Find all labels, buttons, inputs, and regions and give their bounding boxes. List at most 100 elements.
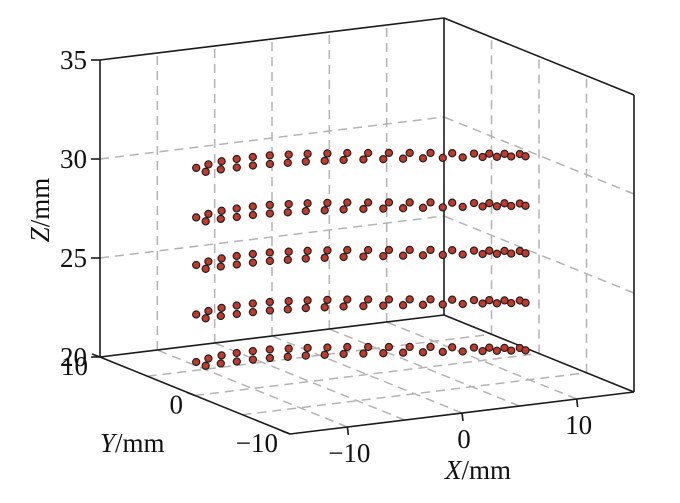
data-point	[359, 349, 368, 358]
data-point	[398, 154, 408, 163]
data-point	[379, 204, 388, 213]
data-point	[363, 342, 373, 352]
data-point	[232, 212, 241, 222]
data-point	[478, 346, 487, 356]
data-point	[301, 303, 310, 313]
data-point	[301, 157, 310, 166]
data-point	[343, 342, 352, 352]
data-point	[343, 295, 352, 304]
y-axis-tick	[281, 430, 291, 435]
data-point	[232, 251, 241, 261]
data-point	[507, 152, 516, 161]
data-point	[204, 306, 213, 316]
grid-line-floor-x	[329, 328, 520, 407]
grid-line-backwall-z	[99, 116, 445, 160]
data-point	[469, 295, 479, 305]
data-point	[232, 301, 241, 310]
data-point	[265, 353, 275, 363]
data-point	[265, 159, 275, 169]
data-point	[492, 299, 502, 308]
data-point	[426, 198, 435, 207]
data-point	[248, 202, 257, 211]
data-point	[521, 249, 530, 258]
data-point	[192, 163, 201, 173]
data-point	[438, 250, 447, 260]
data-point	[438, 300, 447, 309]
data-point	[284, 247, 293, 256]
data-point	[363, 295, 373, 304]
data-point	[500, 296, 509, 305]
z-tick-label: 30	[60, 144, 87, 174]
data-point	[438, 203, 447, 212]
data-point	[500, 199, 509, 208]
data-point	[343, 245, 352, 255]
data-point	[201, 314, 210, 323]
data-point	[359, 204, 368, 214]
data-point	[284, 150, 293, 159]
z-tick-label: 25	[60, 243, 87, 273]
data-point	[248, 299, 257, 308]
data-point	[458, 202, 467, 212]
data-point	[248, 161, 258, 170]
data-point	[303, 149, 312, 158]
data-point	[248, 355, 258, 364]
data-point	[492, 249, 502, 258]
data-point	[303, 296, 312, 305]
data-point	[469, 343, 479, 352]
data-point	[323, 246, 332, 255]
data-point	[379, 154, 388, 164]
x-tick-label: 10	[565, 410, 592, 440]
data-point	[201, 264, 210, 273]
data-point	[265, 297, 274, 307]
data-point	[248, 152, 257, 162]
data-point	[343, 148, 352, 158]
data-point	[232, 163, 241, 172]
y-tick-label: 0	[170, 390, 184, 420]
data-point	[500, 149, 509, 158]
data-point	[478, 202, 487, 211]
data-point	[458, 347, 467, 356]
grid-line-floor-y	[194, 352, 540, 397]
axis-frame-edge	[99, 17, 445, 61]
data-point	[283, 352, 292, 361]
data-point	[458, 153, 467, 162]
data-point	[216, 359, 225, 368]
data-point	[265, 151, 274, 160]
y-axis-label: Y/mm	[100, 428, 165, 458]
data-point	[478, 152, 487, 162]
data-point	[204, 160, 213, 169]
data-point	[359, 301, 368, 311]
axis-frame-edge	[99, 314, 445, 358]
data-point	[469, 198, 479, 208]
data-point	[485, 296, 494, 305]
data-point	[216, 165, 225, 174]
data-point	[204, 257, 213, 266]
data-point	[500, 343, 509, 353]
data-point	[320, 156, 329, 165]
data-point	[384, 148, 394, 158]
data-point	[232, 204, 241, 213]
data-point	[398, 301, 408, 310]
grid-line-floor-y	[242, 372, 587, 416]
data-point	[485, 343, 494, 352]
grid-line-rightwall-z	[443, 116, 635, 195]
data-point	[320, 303, 329, 312]
data-point	[363, 198, 373, 207]
data-point	[320, 350, 329, 359]
grid-line-backwall-z	[99, 215, 445, 259]
data-point	[283, 158, 292, 167]
data-point	[323, 343, 332, 352]
data-point	[217, 303, 226, 313]
data-point	[217, 254, 226, 263]
data-point	[301, 351, 310, 360]
tick-labels: 20 25 30 35 10 0 −10 −10 0 10	[60, 45, 592, 468]
data-point	[384, 295, 394, 304]
data-point	[469, 246, 479, 255]
data-point	[192, 260, 201, 270]
data-point	[521, 201, 530, 210]
data-point	[405, 295, 414, 304]
axis-frame-edge	[443, 314, 635, 393]
data-point	[232, 260, 241, 269]
y-tick-label: 10	[61, 351, 88, 381]
data-point	[448, 295, 457, 304]
